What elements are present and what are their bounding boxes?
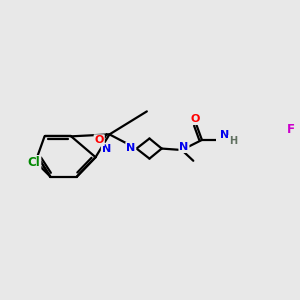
Text: N: N <box>102 144 111 154</box>
Text: Cl: Cl <box>28 156 40 169</box>
Text: N: N <box>126 143 135 153</box>
Text: H: H <box>229 136 237 146</box>
Text: N: N <box>179 142 189 152</box>
Text: N: N <box>220 130 230 140</box>
Text: O: O <box>191 114 200 124</box>
Text: O: O <box>94 135 104 145</box>
Text: F: F <box>287 123 295 136</box>
